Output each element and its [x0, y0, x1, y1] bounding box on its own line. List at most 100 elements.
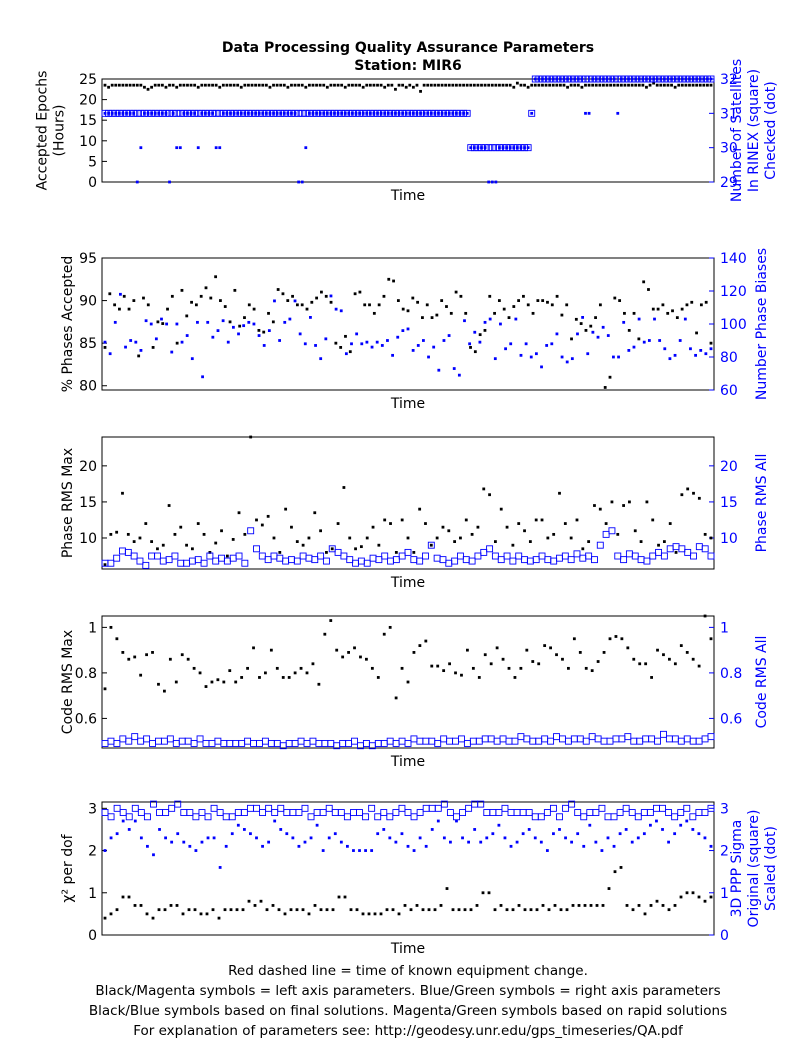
data-point-dot [546, 300, 549, 304]
data-point-dot [160, 83, 164, 87]
data-point-dot [671, 309, 674, 313]
data-point-dot [440, 111, 444, 115]
data-point-dot [214, 275, 218, 279]
data-point-square [677, 809, 685, 817]
data-point-dot [268, 111, 272, 115]
data-point-square [160, 737, 168, 745]
data-point-dot [576, 77, 580, 81]
data-point-dot [132, 299, 136, 302]
data-point-dot [697, 832, 701, 836]
data-point-dot [265, 908, 269, 912]
data-point-dot [645, 500, 649, 504]
data-point-square [511, 737, 519, 745]
data-point-dot [559, 908, 563, 912]
data-point-dot [648, 83, 652, 87]
data-point-square [625, 550, 633, 558]
data-point-dot [231, 538, 235, 541]
panel-3: 10 15 20 10 15 20 Time Phase RMS Max Phase RMS A… [60, 435, 770, 591]
data-point-dot [354, 83, 358, 87]
data-point-dot [411, 349, 415, 352]
data-point-square [169, 109, 177, 117]
data-point-dot [555, 294, 559, 298]
data-point-dot [412, 651, 416, 654]
data-point-dot [247, 111, 250, 115]
data-point-dot [301, 543, 305, 547]
data-point-square [550, 557, 558, 565]
data-point-dot [634, 77, 638, 81]
data-point-dot [250, 111, 254, 115]
data-point-dot [185, 314, 189, 318]
data-point-square [671, 813, 679, 821]
data-point-dot [144, 522, 148, 525]
data-point-dot [499, 904, 503, 907]
data-point-square [119, 547, 126, 555]
data-point-dot [150, 111, 154, 115]
data-point-dot [537, 77, 541, 81]
right-axis-label: Phase RMS All [754, 454, 770, 553]
right-tick-label: 32 [720, 72, 738, 88]
data-point-dot [606, 836, 610, 840]
data-point-square [162, 809, 170, 817]
data-point-square [297, 737, 305, 745]
data-point-dot [168, 657, 172, 661]
data-point-dot [691, 828, 695, 831]
data-point-dot [315, 296, 319, 300]
data-point-dot [685, 891, 689, 895]
data-point-square [568, 800, 576, 808]
data-point-dot [426, 83, 430, 87]
data-point-square [178, 737, 186, 745]
data-point-dot [447, 334, 451, 337]
data-point-square [486, 545, 494, 553]
data-point-dot [386, 111, 390, 115]
data-point-square [458, 735, 465, 743]
data-point-dot [600, 849, 604, 852]
data-point-square [107, 559, 115, 567]
data-point-square [505, 737, 513, 745]
data-point-square [229, 554, 237, 562]
data-point-dot [175, 322, 179, 326]
data-point-dot [113, 303, 117, 307]
data-point-dot [300, 180, 304, 184]
data-point-dot [340, 111, 344, 115]
data-point-dot [208, 551, 212, 554]
data-point-dot [394, 111, 397, 115]
data-point-dot [513, 676, 517, 679]
data-point-square [707, 733, 715, 741]
data-point-dot [363, 303, 367, 307]
data-point-square [636, 737, 644, 745]
data-point-square [416, 737, 424, 745]
data-point-dot [174, 680, 178, 684]
data-point-dot [632, 657, 636, 661]
data-point-square [125, 813, 133, 821]
data-point-square [356, 809, 363, 817]
footer-line-2: Black/Magenta symbols = left axis parame… [95, 983, 720, 999]
data-point-dot [346, 844, 349, 848]
data-point-dot [307, 83, 311, 87]
data-point-square [124, 548, 132, 556]
data-point-dot [569, 536, 573, 540]
data-point-dot [233, 288, 237, 292]
right-tick-label: 0.8 [720, 666, 742, 682]
data-point-square [640, 809, 648, 817]
data-point-dot [435, 536, 439, 540]
data-point-dot [261, 844, 264, 848]
data-point-dot [190, 300, 193, 304]
data-point-dot [247, 320, 251, 324]
data-point-dot [196, 146, 200, 150]
data-point-dot [214, 146, 218, 150]
data-point-dot [218, 146, 222, 150]
data-point-dot [273, 819, 277, 823]
data-point-square [503, 552, 511, 560]
data-point-dot [690, 300, 694, 304]
data-point-dot [401, 307, 405, 311]
data-point-dot [558, 828, 561, 831]
data-point-dot [642, 280, 646, 284]
data-point-square [646, 809, 654, 817]
left-axis-label: (Hours) [52, 105, 68, 157]
data-point-dot [515, 146, 519, 150]
right-tick-label: 100 [720, 317, 747, 333]
data-point-square [166, 109, 173, 117]
data-point-dot [627, 328, 631, 332]
data-point-square [392, 556, 400, 564]
